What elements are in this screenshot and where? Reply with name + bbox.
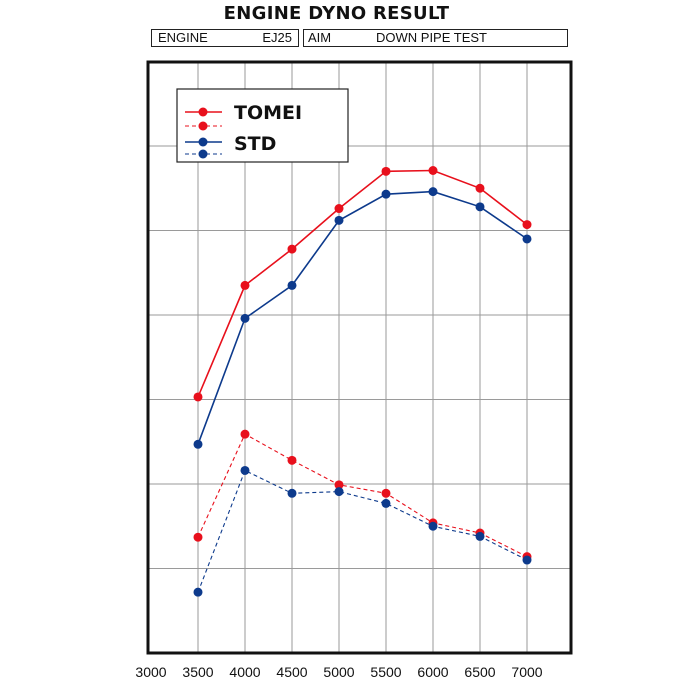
aim-info-box: AIM DOWN PIPE TEST [303,29,568,47]
data-point [334,204,344,214]
data-point [475,202,485,212]
x-tick-label: 4000 [229,664,260,680]
x-axis-ticks: 3000 3500 4000 4500 5000 5500 6000 6500 7000 [135,664,542,680]
data-point [334,487,344,497]
aim-value: DOWN PIPE TEST [376,30,487,45]
data-point [240,465,250,475]
data-point [287,488,297,498]
legend-marker [198,137,208,147]
data-point [428,521,438,531]
data-point [475,531,485,541]
series-line-tomei-solid [197,169,528,398]
x-tick-label: 5000 [323,664,354,680]
data-point [428,166,438,176]
legend-marker [198,149,208,159]
data-point [240,280,250,290]
data-point [522,555,532,565]
data-point [522,220,532,230]
data-point [475,183,485,193]
x-tick-label: 5500 [370,664,401,680]
engine-label: ENGINE [158,30,208,45]
series-line-std-dashed [197,469,528,593]
data-point [381,488,391,498]
data-point [240,313,250,323]
x-tick-label: 3000 [135,664,166,680]
data-point [193,439,203,449]
data-point [334,215,344,225]
data-point [428,187,438,197]
plot-frame [146,60,573,655]
data-point [193,587,203,597]
data-point [381,189,391,199]
data-point [287,280,297,290]
legend-label: STD [234,133,276,155]
data-point [287,244,297,254]
x-tick-label: 6500 [464,664,495,680]
data-point [193,532,203,542]
aim-label: AIM [308,30,332,45]
chart-title: ENGINE DYNO RESULT [223,3,450,24]
engine-value: EJ25 [262,30,292,45]
data-point [334,480,344,490]
engine-info-box: ENGINE EJ25 [151,29,299,47]
x-tick-label: 6000 [417,664,448,680]
legend-marker [198,121,208,131]
data-point [193,392,203,402]
data-point [381,498,391,508]
legend-marker [198,107,208,117]
data-point [287,455,297,465]
data-point [522,234,532,244]
chart-series [193,166,532,597]
chart-legend: TOMEI STD [176,88,349,163]
data-point [240,429,250,439]
data-point [381,166,391,176]
series-line-std-solid [197,190,528,445]
x-tick-label: 7000 [511,664,542,680]
series-line-tomei-dashed [197,433,528,558]
x-tick-label: 3500 [182,664,213,680]
legend-label: TOMEI [234,102,302,124]
x-tick-label: 4500 [276,664,307,680]
